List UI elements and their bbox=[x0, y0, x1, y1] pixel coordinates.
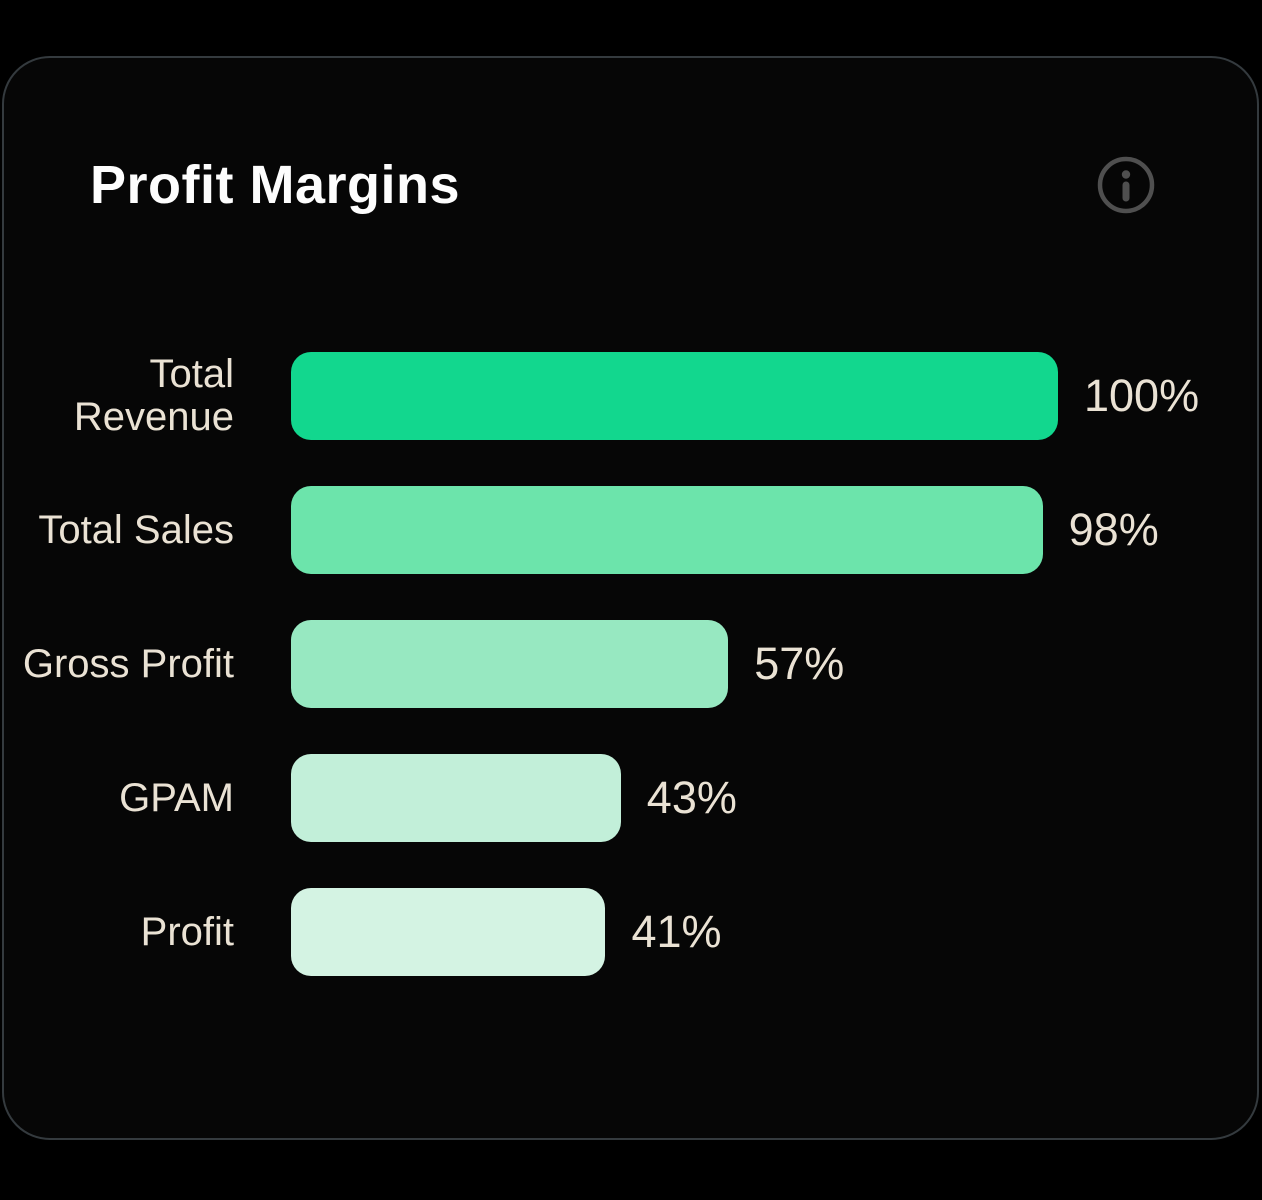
bar-profit[interactable] bbox=[291, 888, 606, 977]
bar-value-total-sales: 98% bbox=[1068, 504, 1159, 556]
card-header: Profit Margins bbox=[4, 58, 1257, 216]
info-button[interactable] bbox=[1095, 154, 1157, 216]
card-title: Profit Margins bbox=[90, 155, 461, 215]
category-label-profit: Profit bbox=[140, 909, 234, 954]
bar-value-profit: 41% bbox=[631, 906, 722, 958]
profit-margins-card: Profit Margins Total Revenue 100% Total Sa… bbox=[2, 56, 1259, 1140]
bar-gpam[interactable] bbox=[291, 754, 621, 843]
bar-total-sales[interactable] bbox=[291, 486, 1043, 575]
bar-total-revenue[interactable] bbox=[291, 352, 1058, 441]
bar-value-gross-profit: 57% bbox=[754, 638, 845, 690]
category-label-gross-profit: Gross Profit bbox=[22, 641, 234, 686]
bar-gross-profit[interactable] bbox=[291, 620, 729, 709]
bar-chart: Total Revenue 100% Total Sales 98% Gross Pro… bbox=[4, 351, 1257, 977]
bar-row-profit: Profit 41% bbox=[4, 888, 1257, 977]
category-label-total-sales: Total Sales bbox=[38, 507, 234, 552]
bar-value-total-revenue: 100% bbox=[1084, 370, 1200, 422]
category-label-gpam: GPAM bbox=[119, 775, 234, 820]
info-icon bbox=[1097, 156, 1155, 214]
bar-row-total-revenue: Total Revenue 100% bbox=[4, 351, 1257, 441]
bar-row-gross-profit: Gross Profit 57% bbox=[4, 620, 1257, 709]
category-label-total-revenue: Total Revenue bbox=[73, 351, 234, 440]
bar-row-total-sales: Total Sales 98% bbox=[4, 486, 1257, 575]
bar-value-gpam: 43% bbox=[646, 772, 737, 824]
bar-row-gpam: GPAM 43% bbox=[4, 754, 1257, 843]
